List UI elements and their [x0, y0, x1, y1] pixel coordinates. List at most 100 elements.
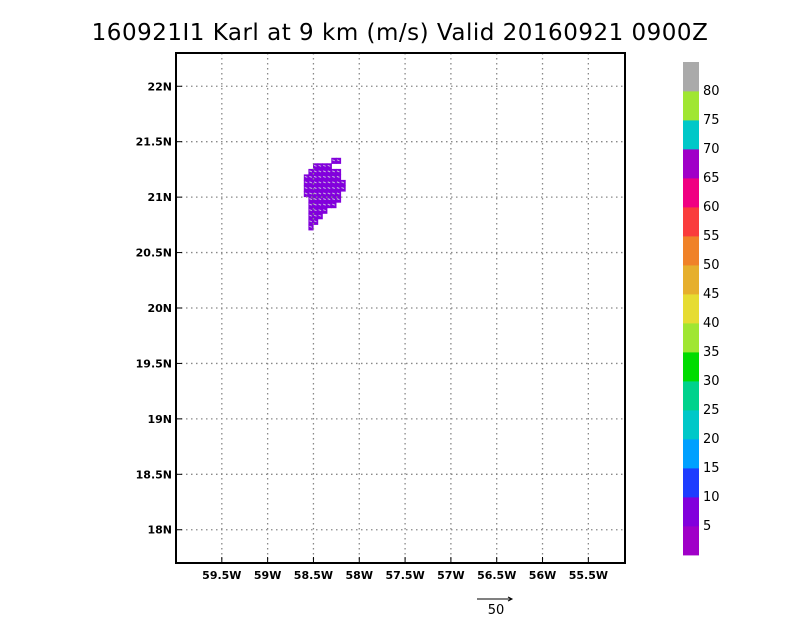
- wind-vector-30: [304, 187, 308, 189]
- plot-frame: [175, 52, 626, 564]
- y-tick-label-1: 21.5N: [136, 136, 172, 149]
- y-tick-labels: 22N 21.5N 21N 20.5N 20N 19.5N 19N 18.5N 18N: [136, 80, 172, 536]
- colorbar-swatch-6: [683, 352, 699, 382]
- colorbar-swatch-10: [683, 236, 699, 266]
- wind-vector-36: [332, 187, 335, 189]
- wind-cells: [303, 157, 346, 231]
- y-tick-label-3: 20.5N: [136, 247, 172, 260]
- wind-vector-59: [332, 203, 335, 206]
- wind-vector-65: [313, 214, 317, 217]
- wind-vector-64: [309, 214, 313, 217]
- colorbar-label-6: 30: [703, 374, 720, 389]
- wind-vector-45: [332, 192, 335, 195]
- colorbar-swatch-13: [683, 149, 699, 179]
- wind-vector-23: [313, 181, 317, 184]
- chart-title: 160921I1 Karl at 9 km (m/s) Valid 201609…: [92, 20, 709, 46]
- wind-vector-17: [323, 175, 326, 178]
- wind-vector-49: [318, 198, 322, 201]
- colorbar-label-15: 75: [703, 113, 720, 128]
- colorbar-swatch-11: [683, 207, 699, 237]
- wind-vector-41: [313, 192, 317, 195]
- wind-vector-51: [327, 198, 331, 201]
- colorbar-swatch-7: [683, 323, 699, 353]
- colorbar-swatch-15: [683, 91, 699, 121]
- y-tick-label-5: 19.5N: [136, 357, 172, 370]
- colorbar-swatch-2: [683, 468, 699, 498]
- wind-vector-29: [341, 181, 345, 184]
- wind-vector-24: [318, 181, 322, 184]
- y-tick-label-7: 18.5N: [136, 468, 172, 481]
- wind-vector-38: [341, 187, 345, 189]
- wind-vector-21: [304, 181, 308, 184]
- wind-vector-28: [336, 181, 340, 184]
- x-tick-label-4: 57.5W: [385, 569, 424, 582]
- x-tick-label-6: 56.5W: [477, 569, 516, 582]
- colorbar: 5 10 15 20 25 30 35 40 45 50 55 60 65 70 75 80: [683, 62, 720, 556]
- colorbar-label-14: 70: [703, 142, 720, 157]
- wind-vector-6: [309, 170, 313, 173]
- reference-vector: 50: [477, 596, 514, 618]
- wind-vector-52: [332, 198, 335, 201]
- wind-vector-13: [304, 175, 308, 178]
- colorbar-label-11: 55: [703, 229, 720, 244]
- colorbar-label-9: 45: [703, 287, 720, 302]
- colorbar-label-5: 25: [703, 403, 720, 418]
- y-tick-label-0: 22N: [147, 80, 172, 93]
- wind-vector-60: [309, 209, 313, 212]
- wind-vector-40: [309, 192, 313, 195]
- wind-vector-11: [332, 170, 335, 173]
- wind-vector-22: [309, 181, 313, 184]
- wind-vector-61: [313, 209, 317, 212]
- x-tick-label-8: 55.5W: [569, 569, 608, 582]
- wind-vector-9: [323, 170, 326, 173]
- wind-vector-37: [336, 187, 340, 189]
- wind-vector-43: [323, 192, 326, 195]
- x-tick-label-3: 58W: [346, 569, 373, 582]
- colorbar-swatch-4: [683, 410, 699, 440]
- wind-vector-14: [309, 175, 313, 178]
- wind-vector-32: [313, 187, 317, 189]
- x-tick-label-5: 57W: [437, 569, 464, 582]
- wind-vector-68: [313, 220, 317, 223]
- y-tick-label-6: 19N: [147, 413, 172, 426]
- colorbar-swatch-0: [683, 526, 699, 556]
- wind-vector-31: [309, 187, 313, 189]
- colorbar-label-1: 5: [703, 519, 711, 534]
- wind-vector-62: [318, 209, 322, 212]
- wind-vector-42: [318, 192, 322, 195]
- wind-vector-27: [332, 181, 335, 184]
- wind-vector-12: [336, 170, 340, 173]
- wind-vector-46: [336, 192, 340, 195]
- wind-vector-0: [313, 164, 317, 167]
- wind-vector-50: [323, 198, 326, 201]
- wind-vector-8: [318, 170, 322, 173]
- y-tick-label-8: 18N: [147, 524, 172, 537]
- colorbar-swatch-8: [683, 294, 699, 324]
- wind-vector-2: [323, 164, 326, 167]
- wind-vector-69: [309, 225, 313, 228]
- wind-vector-25: [323, 181, 326, 184]
- x-tick-labels: 59.5W 59W 58.5W 58W 57.5W 57W 56.5W 56W 55.5W: [202, 569, 608, 582]
- wind-vector-53: [336, 198, 340, 201]
- wind-vector-33: [318, 187, 322, 189]
- colorbar-swatch-12: [683, 178, 699, 208]
- wind-vector-63: [323, 209, 326, 212]
- wind-vector-3: [327, 164, 331, 167]
- wind-vector-39: [304, 192, 308, 195]
- colorbar-swatch-16: [683, 62, 699, 92]
- wind-vector-1: [318, 164, 322, 167]
- colorbar-swatch-5: [683, 381, 699, 411]
- wind-vector-10: [327, 170, 331, 173]
- wind-vector-4: [332, 159, 335, 162]
- wind-vector-67: [309, 220, 313, 223]
- colorbar-label-2: 10: [703, 490, 720, 505]
- colorbar-label-13: 65: [703, 171, 720, 186]
- wind-vector-66: [318, 214, 322, 217]
- colorbar-swatch-1: [683, 497, 699, 527]
- colorbar-swatch-9: [683, 265, 699, 295]
- wind-vector-26: [327, 181, 331, 184]
- wind-vector-54: [309, 203, 313, 206]
- wind-vector-19: [332, 175, 335, 178]
- wind-vector-55: [313, 203, 317, 206]
